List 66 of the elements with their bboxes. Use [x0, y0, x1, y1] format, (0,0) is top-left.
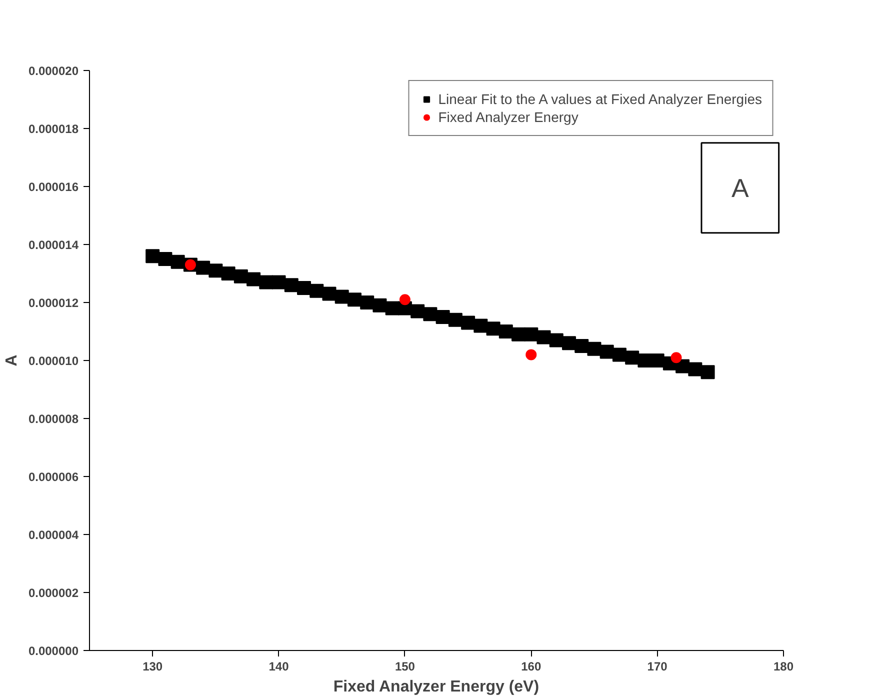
- point: [587, 342, 602, 356]
- point: [549, 333, 564, 348]
- y-axis-title: A: [3, 354, 20, 366]
- y-tick-label: 0.000008: [28, 412, 79, 426]
- point: [234, 269, 248, 284]
- point: [574, 339, 589, 353]
- point: [334, 290, 349, 304]
- point: [360, 296, 374, 310]
- point: [399, 294, 410, 306]
- y-tick-label: 0.000012: [28, 296, 79, 310]
- point: [562, 336, 576, 350]
- point: [322, 286, 336, 301]
- point: [612, 348, 626, 362]
- y-tick-label: 0.000016: [28, 180, 79, 194]
- x-tick-label: 170: [647, 660, 668, 674]
- point: [638, 354, 652, 368]
- point: [347, 292, 362, 307]
- point: [272, 275, 286, 290]
- point: [524, 327, 538, 342]
- point: [246, 272, 261, 286]
- point: [498, 324, 513, 338]
- x-tick-label: 140: [268, 660, 290, 674]
- x-tick-label: 160: [521, 660, 542, 674]
- point: [385, 301, 400, 316]
- point: [536, 330, 551, 344]
- point: [436, 310, 450, 324]
- point: [650, 354, 664, 368]
- point: [170, 254, 185, 269]
- point: [221, 266, 236, 280]
- point: [284, 278, 298, 292]
- point: [208, 264, 223, 278]
- legend-label: Linear Fit to the A values at Fixed Analyzer Energies: [438, 91, 762, 107]
- y-tick-label: 0.000020: [28, 64, 79, 78]
- y-tick-label: 0.000002: [28, 586, 79, 600]
- x-axis-title: Fixed Analyzer Energy (eV): [333, 678, 540, 696]
- y-tick-label: 0.000018: [28, 122, 79, 136]
- point: [448, 312, 462, 327]
- legend-label: Fixed Analyzer Energy: [438, 109, 578, 125]
- point: [688, 362, 702, 376]
- point: [423, 307, 438, 322]
- y-tick-label: 0.000004: [28, 528, 79, 542]
- y-tick-label: 0.000010: [28, 354, 79, 368]
- point: [526, 349, 537, 360]
- point: [372, 298, 387, 312]
- point: [146, 249, 160, 264]
- point: [486, 322, 500, 336]
- y-tick-label: 0.000000: [28, 644, 79, 658]
- point: [259, 275, 274, 290]
- point: [196, 260, 210, 275]
- y-tick-label: 0.000014: [28, 238, 79, 252]
- point: [700, 365, 715, 380]
- point: [461, 316, 476, 330]
- x-tick-label: 150: [394, 660, 416, 674]
- x-tick-label: 130: [142, 660, 163, 674]
- y-tick-label: 0.000006: [28, 470, 79, 484]
- point: [670, 352, 682, 364]
- point: [600, 344, 614, 359]
- point: [410, 304, 425, 318]
- annotation: A: [731, 172, 750, 203]
- point: [625, 350, 640, 365]
- point: [474, 318, 488, 333]
- point: [158, 252, 172, 266]
- point: [512, 327, 526, 342]
- point: [310, 284, 324, 298]
- point: [297, 281, 312, 295]
- x-tick-label: 180: [773, 660, 794, 674]
